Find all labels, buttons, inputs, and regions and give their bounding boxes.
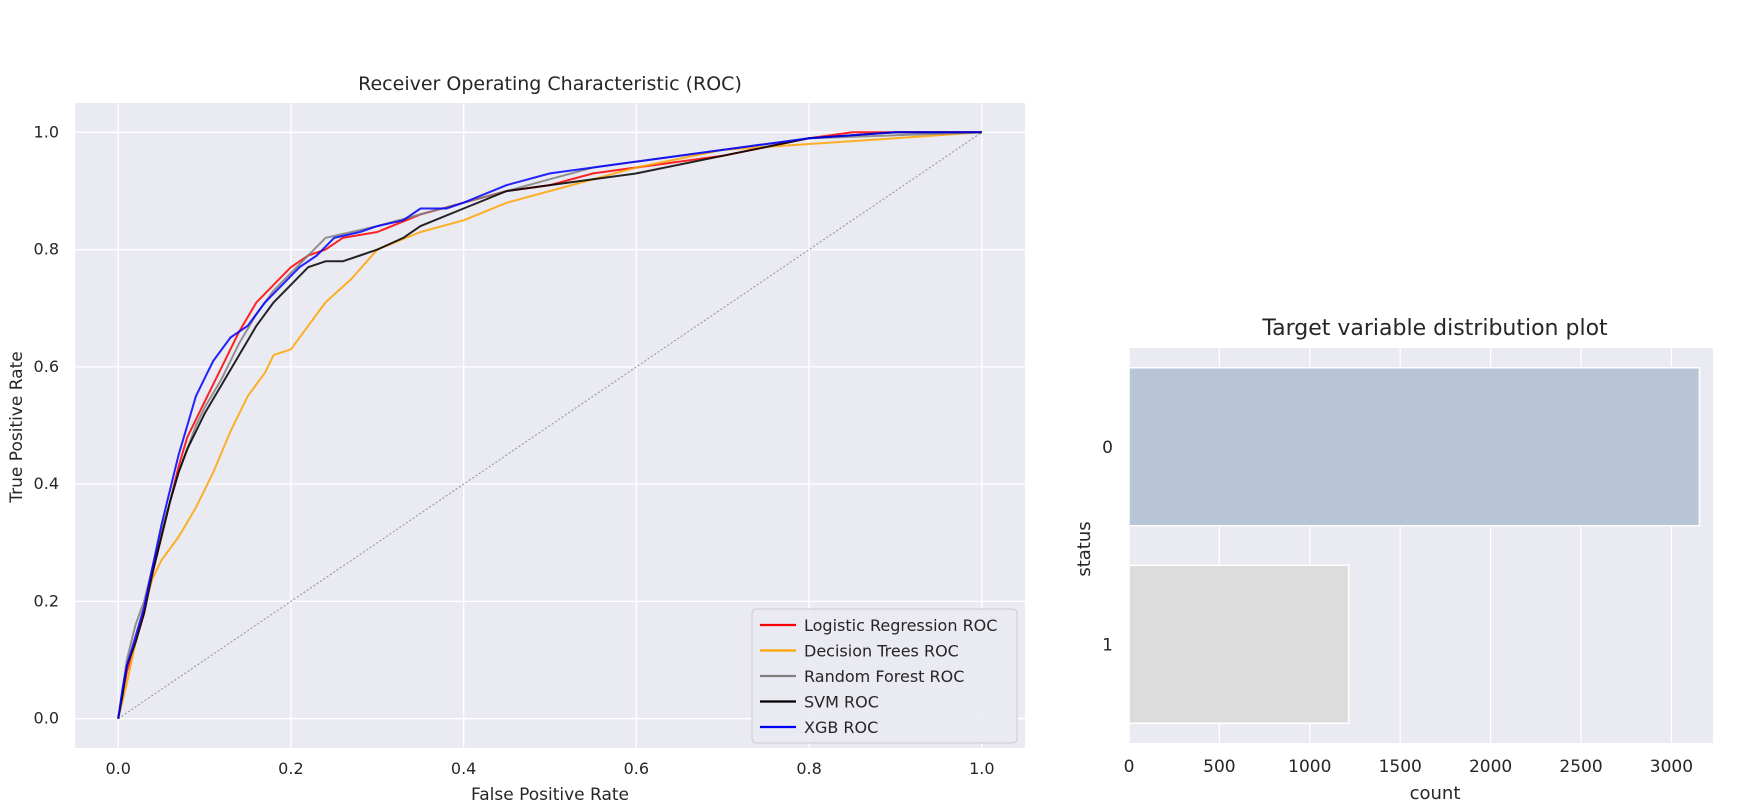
roc-x-tick-label: 0.6 bbox=[624, 759, 649, 778]
distribution-x-tick-label: 500 bbox=[1203, 757, 1235, 777]
roc-x-tick-label: 0.2 bbox=[278, 759, 303, 778]
roc-y-tick-label: 0.4 bbox=[34, 474, 59, 493]
roc-legend-label: Decision Trees ROC bbox=[804, 642, 959, 661]
distribution-x-tick-label: 0 bbox=[1124, 757, 1135, 777]
roc-legend: Logistic Regression ROC Decision Trees RO… bbox=[751, 608, 1018, 744]
roc-y-axis-label: True Positive Rate bbox=[7, 351, 27, 503]
distribution-x-tick-label: 1000 bbox=[1288, 757, 1331, 777]
distribution-chart: 0 500 1000 1500 2000 2500 3000 0 1 Target variab… bbox=[1074, 316, 1713, 804]
distribution-chart-title: Target variable distribution plot bbox=[1261, 316, 1608, 341]
roc-y-tick-label: 0.0 bbox=[34, 709, 59, 728]
roc-chart: 0.0 0.2 0.4 0.6 0.8 1.0 0.0 0.2 0.4 0.6 0.8 1.0 Rec… bbox=[7, 73, 1025, 805]
roc-series-line-4 bbox=[117, 131, 982, 719]
roc-y-tick-label: 0.2 bbox=[34, 591, 59, 610]
distribution-y-axis-label: status bbox=[1074, 521, 1095, 576]
roc-chart-title: Receiver Operating Characteristic (ROC) bbox=[358, 73, 742, 95]
distribution-bar-0 bbox=[1128, 367, 1701, 527]
roc-legend-label: XGB ROC bbox=[804, 718, 878, 737]
roc-y-tick-label: 1.0 bbox=[34, 122, 59, 141]
distribution-bar-1 bbox=[1128, 564, 1350, 724]
distribution-x-tick-label: 1500 bbox=[1379, 757, 1422, 777]
roc-y-tick-label: 0.8 bbox=[34, 240, 59, 259]
roc-grid bbox=[75, 103, 1025, 748]
distribution-x-tick-label: 2500 bbox=[1559, 757, 1602, 777]
roc-legend-frame bbox=[751, 608, 1018, 744]
distribution-y-tick-label: 0 bbox=[1102, 438, 1113, 458]
roc-legend-label: Random Forest ROC bbox=[804, 667, 964, 686]
roc-series-group bbox=[117, 131, 982, 719]
distribution-x-tick-label: 2000 bbox=[1469, 757, 1512, 777]
roc-legend-label: Logistic Regression ROC bbox=[804, 616, 997, 635]
roc-tick-labels: 0.0 0.2 0.4 0.6 0.8 1.0 0.0 0.2 0.4 0.6 0.8 1.0 bbox=[34, 122, 995, 778]
roc-x-tick-label: 0.4 bbox=[451, 759, 476, 778]
roc-series-line-1 bbox=[117, 131, 982, 719]
distribution-x-tick-label: 3000 bbox=[1650, 757, 1693, 777]
roc-legend-label: SVM ROC bbox=[804, 693, 879, 712]
roc-x-tick-label: 0.0 bbox=[105, 759, 130, 778]
roc-series-line-3 bbox=[117, 131, 982, 719]
distribution-tick-labels: 0 500 1000 1500 2000 2500 3000 0 1 bbox=[1102, 438, 1693, 777]
distribution-x-axis-label: count bbox=[1410, 783, 1461, 804]
roc-y-tick-label: 0.6 bbox=[34, 357, 59, 376]
roc-reference-diagonal bbox=[117, 131, 983, 720]
roc-x-tick-label: 0.8 bbox=[796, 759, 821, 778]
roc-x-tick-label: 1.0 bbox=[969, 759, 994, 778]
distribution-bars bbox=[1128, 367, 1701, 724]
distribution-y-tick-label: 1 bbox=[1102, 635, 1113, 655]
roc-x-axis-label: False Positive Rate bbox=[471, 785, 629, 805]
